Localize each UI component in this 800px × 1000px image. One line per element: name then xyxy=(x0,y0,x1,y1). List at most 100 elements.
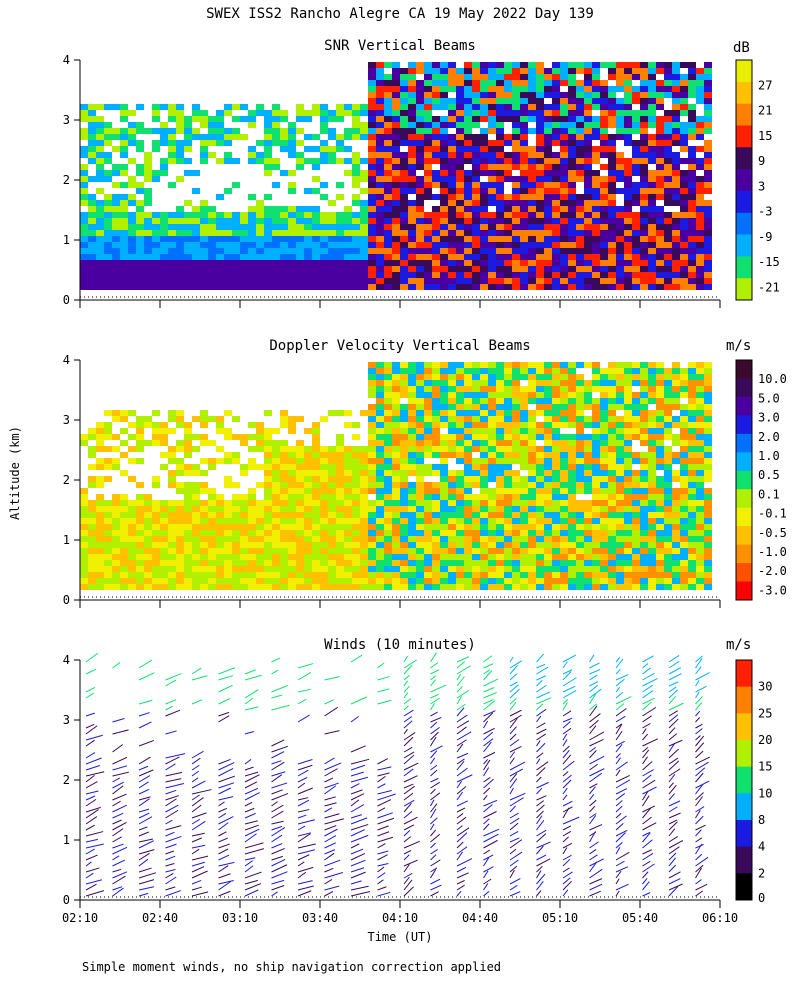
doppler-cell xyxy=(704,428,712,434)
doppler-cell xyxy=(152,530,160,536)
doppler-cell xyxy=(328,446,336,452)
doppler-cell xyxy=(640,566,648,572)
snr-cell xyxy=(440,176,448,182)
snr-cell xyxy=(536,212,544,218)
snr-cell xyxy=(392,170,400,176)
snr-cell xyxy=(552,92,560,98)
doppler-cell xyxy=(160,434,168,440)
snr-cell xyxy=(464,188,472,194)
snr-cell xyxy=(184,284,192,290)
doppler-cell xyxy=(504,512,512,518)
doppler-cell xyxy=(472,542,480,548)
snr-cell xyxy=(424,182,432,188)
snr-cell xyxy=(560,284,568,290)
snr-cell xyxy=(208,242,216,248)
doppler-cell xyxy=(512,512,520,518)
snr-cell xyxy=(512,80,520,86)
snr-cell xyxy=(592,116,600,122)
doppler-cell xyxy=(360,452,368,458)
doppler-cell xyxy=(440,512,448,518)
snr-cell xyxy=(456,236,464,242)
doppler-cell xyxy=(616,572,624,578)
snr-cell xyxy=(184,266,192,272)
doppler-cell xyxy=(680,500,688,506)
snr-cell xyxy=(656,236,664,242)
snr-cell xyxy=(184,170,192,176)
doppler-cell xyxy=(504,446,512,452)
snr-cell xyxy=(304,218,312,224)
snr-cell xyxy=(624,230,632,236)
snr-cell xyxy=(472,110,480,116)
snr-cell xyxy=(688,218,696,224)
snr-cell xyxy=(648,86,656,92)
doppler-cell xyxy=(392,560,400,566)
snr-cell xyxy=(112,164,120,170)
doppler-cell xyxy=(456,458,464,464)
snr-cell xyxy=(88,224,96,230)
doppler-cell xyxy=(496,410,504,416)
doppler-cell xyxy=(88,464,96,470)
doppler-cell xyxy=(440,584,448,590)
colorbar-swatch xyxy=(736,234,752,257)
snr-cell xyxy=(504,242,512,248)
doppler-cell xyxy=(88,518,96,524)
doppler-cell xyxy=(536,578,544,584)
snr-cell xyxy=(568,224,576,230)
doppler-cell xyxy=(560,416,568,422)
snr-cell xyxy=(704,254,712,260)
doppler-cell xyxy=(168,572,176,578)
doppler-cell xyxy=(184,506,192,512)
snr-cell xyxy=(88,176,96,182)
doppler-cell xyxy=(664,482,672,488)
snr-cell xyxy=(344,254,352,260)
snr-cell xyxy=(368,212,376,218)
doppler-cell xyxy=(632,536,640,542)
colorbar-swatch xyxy=(736,190,752,214)
snr-cell xyxy=(384,206,392,212)
doppler-cell xyxy=(112,458,120,464)
snr-cell xyxy=(400,212,408,218)
snr-cell xyxy=(416,182,424,188)
snr-cell xyxy=(472,62,480,68)
snr-cell xyxy=(304,224,312,230)
snr-cell xyxy=(184,116,192,122)
snr-cell xyxy=(360,278,368,284)
doppler-cell xyxy=(648,524,656,530)
doppler-cell xyxy=(648,362,656,368)
doppler-cell xyxy=(240,554,248,560)
doppler-cell xyxy=(544,386,552,392)
doppler-cell xyxy=(136,560,144,566)
snr-cell xyxy=(360,122,368,128)
snr-cell xyxy=(688,242,696,248)
snr-cell xyxy=(560,62,568,68)
doppler-cell xyxy=(464,404,472,410)
snr-cell xyxy=(544,170,552,176)
snr-cell xyxy=(400,170,408,176)
doppler-cell xyxy=(144,500,152,506)
snr-cell xyxy=(632,236,640,242)
snr-cell xyxy=(112,212,120,218)
doppler-cell xyxy=(704,386,712,392)
snr-cell xyxy=(504,62,512,68)
doppler-cell xyxy=(512,584,520,590)
doppler-cell xyxy=(632,542,640,548)
snr-cell xyxy=(672,224,680,230)
snr-cell xyxy=(696,206,704,212)
doppler-cell xyxy=(632,476,640,482)
snr-cell xyxy=(616,278,624,284)
doppler-cell xyxy=(80,536,88,542)
doppler-cell xyxy=(96,566,104,572)
doppler-cell xyxy=(488,374,496,380)
snr-cell xyxy=(136,164,144,170)
doppler-cell xyxy=(704,512,712,518)
snr-cell xyxy=(136,212,144,218)
doppler-cell xyxy=(344,560,352,566)
doppler-cell xyxy=(264,488,272,494)
doppler-cell xyxy=(200,416,208,422)
doppler-cell xyxy=(408,458,416,464)
snr-cell xyxy=(696,266,704,272)
doppler-cell xyxy=(352,512,360,518)
snr-cell xyxy=(392,212,400,218)
snr-cell xyxy=(576,212,584,218)
doppler-cell xyxy=(512,458,520,464)
